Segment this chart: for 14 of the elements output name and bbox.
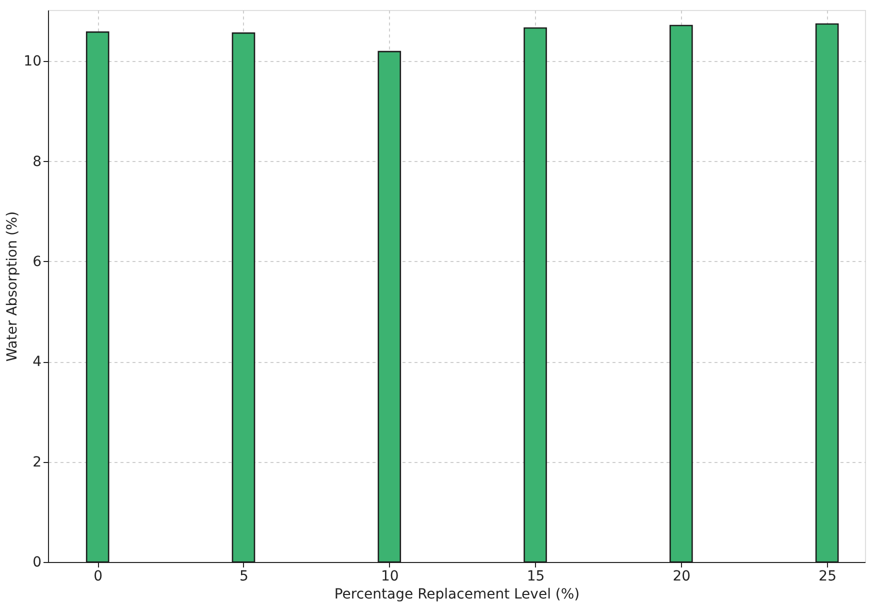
- y-tick-label: 2: [32, 454, 42, 470]
- x-tick-label: 20: [672, 568, 691, 584]
- x-tick-label: 0: [94, 568, 103, 584]
- y-tick-label: 6: [32, 254, 42, 270]
- x-axis-title: Percentage Replacement Level (%): [334, 586, 580, 602]
- y-tick-label: 4: [32, 354, 42, 370]
- y-axis-title: Water Absorption (%): [4, 211, 21, 362]
- x-tick-label: 25: [818, 568, 836, 584]
- y-tick-label: 8: [32, 154, 42, 170]
- y-tick-label: 10: [24, 54, 42, 70]
- x-tick-label: 15: [526, 568, 545, 584]
- x-tick-label: 10: [380, 568, 399, 584]
- y-tick-label: 0: [32, 554, 42, 570]
- x-tick-label: 5: [240, 568, 248, 584]
